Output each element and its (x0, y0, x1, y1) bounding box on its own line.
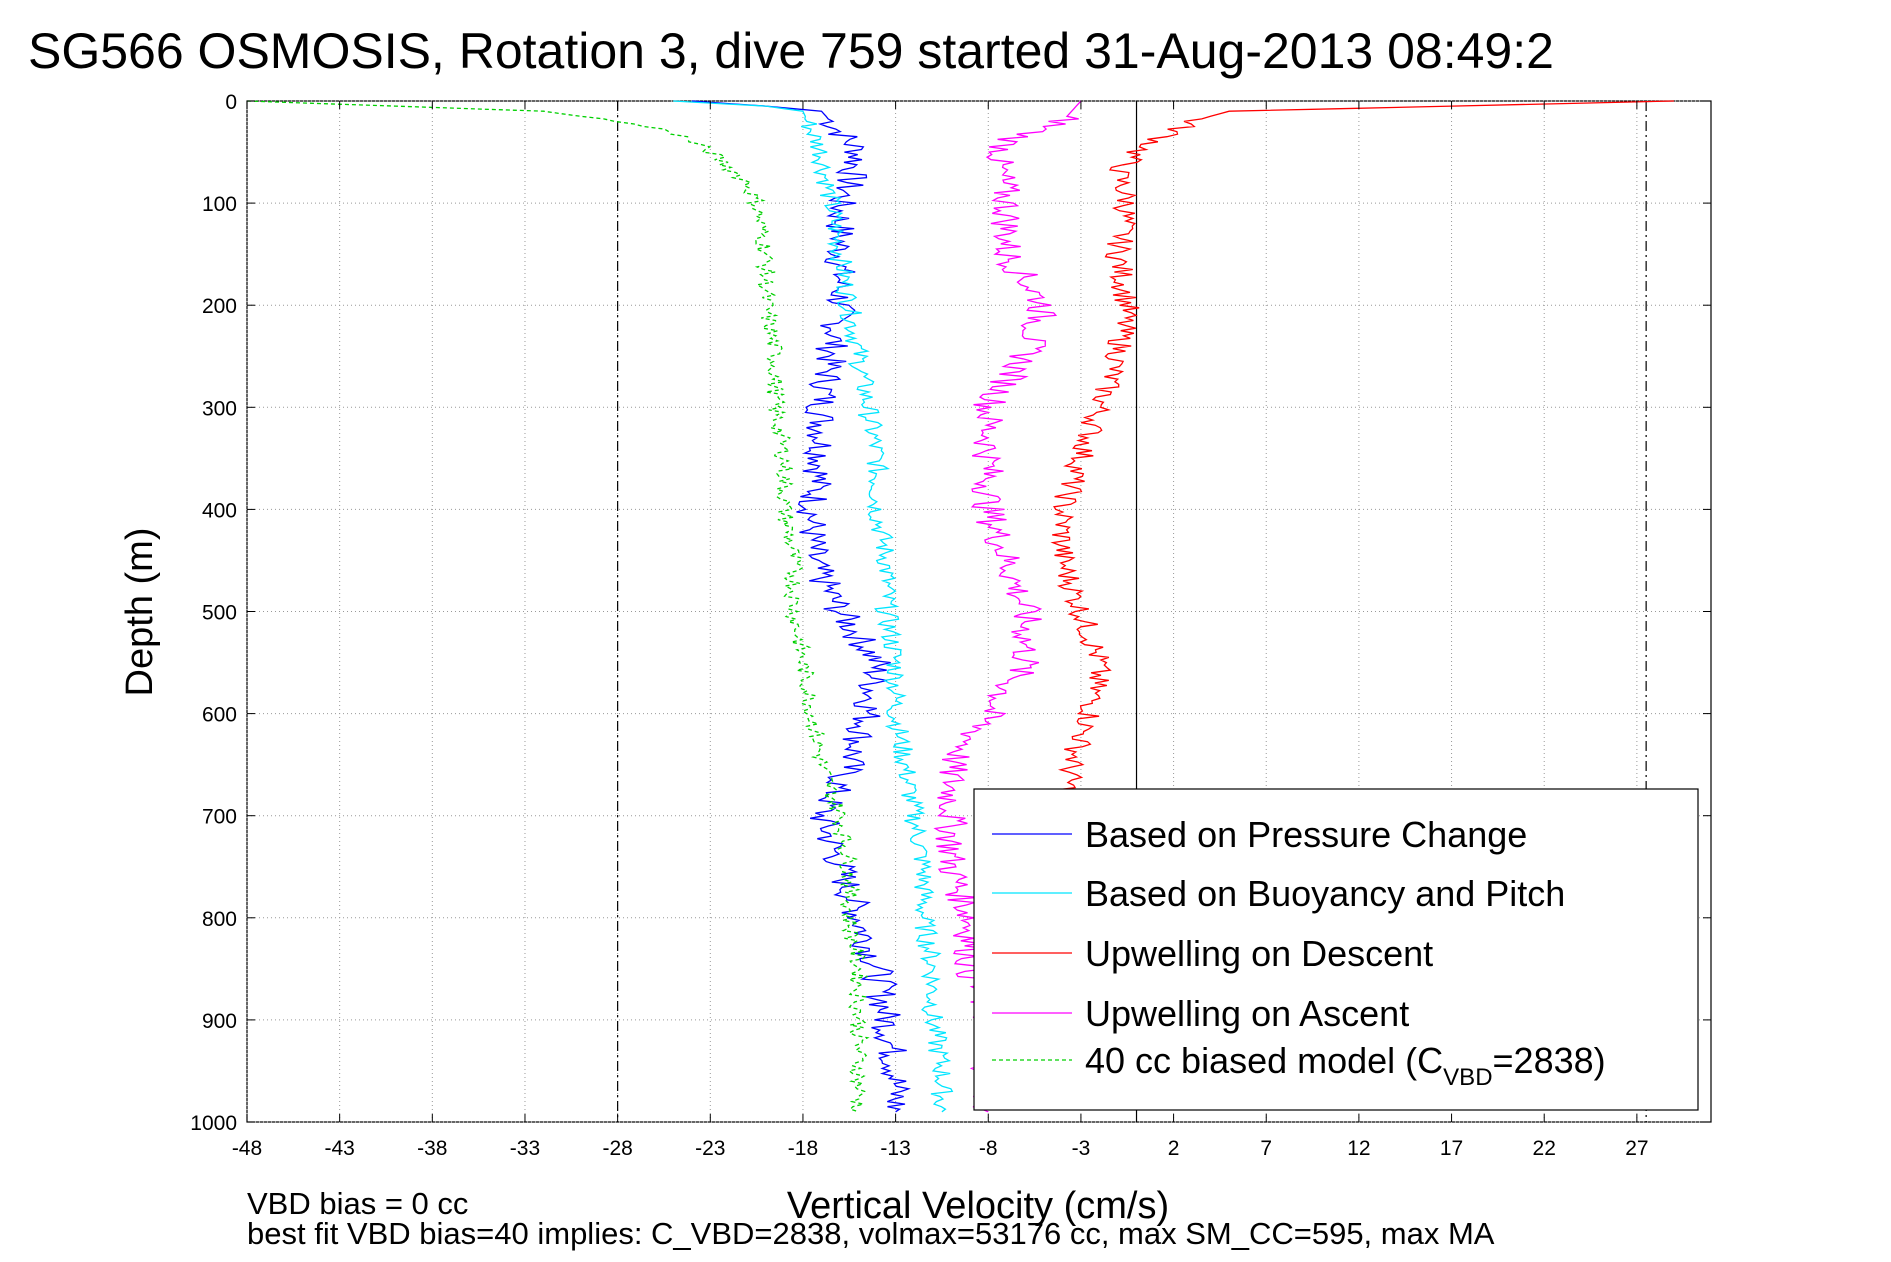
x-tick-label: 2 (1168, 1137, 1180, 1160)
series-line-4 (246, 100, 870, 1113)
y-tick-label: 700 (202, 806, 237, 829)
x-tick-label: 7 (1260, 1137, 1272, 1160)
legend-box (973, 788, 1699, 1111)
x-tick-label: -3 (1072, 1137, 1091, 1160)
y-tick-label: 300 (202, 397, 237, 420)
legend: Based on Pressure Change Based on Buoyanc… (973, 788, 1699, 1111)
y-tick-label: 500 (202, 602, 237, 625)
best-fit-note: best fit VBD bias=40 implies: C_VBD=2838… (247, 1216, 1495, 1251)
x-tick-label: -18 (788, 1137, 818, 1160)
y-tick-label: 800 (202, 908, 237, 931)
x-tick-label: -8 (979, 1137, 998, 1160)
x-tick-label: 27 (1625, 1137, 1648, 1160)
legend-label-1: Based on Buoyancy and Pitch (1085, 873, 1565, 914)
x-tick-label: 17 (1440, 1137, 1463, 1160)
vbd-bias-note: VBD bias = 0 cc (247, 1186, 468, 1221)
x-tick-label: -23 (695, 1137, 725, 1160)
chart-title: SG566 OSMOSIS, Rotation 3, dive 759 star… (28, 23, 1554, 79)
x-tick-label: 22 (1533, 1137, 1556, 1160)
x-tick-label: -13 (880, 1137, 910, 1160)
legend-label-2: Upwelling on Descent (1085, 933, 1433, 974)
y-tick-label: 0 (225, 91, 237, 114)
series-line-1 (673, 100, 954, 1113)
y-axis-label: Depth (m) (119, 528, 161, 697)
y-tick-label: 900 (202, 1010, 237, 1033)
legend-label-0: Based on Pressure Change (1085, 814, 1527, 855)
series-line-2 (1050, 100, 1674, 817)
x-tick-label: 12 (1347, 1137, 1370, 1160)
x-tick-label: -48 (232, 1137, 262, 1160)
series-lines (246, 100, 1674, 1113)
y-tick-label: 400 (202, 499, 237, 522)
y-tick-label: 100 (202, 193, 237, 216)
x-tick-label: -33 (510, 1137, 540, 1160)
series-line-0 (691, 100, 912, 1113)
legend-label-3: Upwelling on Ascent (1085, 993, 1409, 1034)
x-tick-label: -28 (602, 1137, 632, 1160)
axis-ticks: -48 -43 -38 -33 -28 -23 -18 -13 -8 -3 2 7 12 17 22 2701… (190, 91, 1711, 1160)
x-axis-label: Vertical Velocity (cm/s) (787, 1185, 1169, 1227)
y-tick-label: 1000 (190, 1112, 237, 1135)
x-tick-label: -43 (324, 1137, 354, 1160)
y-tick-label: 600 (202, 704, 237, 727)
y-tick-label: 200 (202, 295, 237, 318)
x-tick-label: -38 (417, 1137, 447, 1160)
